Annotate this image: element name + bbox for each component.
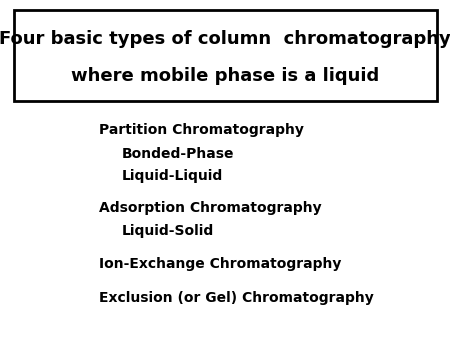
Text: Bonded-Phase: Bonded-Phase [122,147,234,161]
Text: Partition Chromatography: Partition Chromatography [99,123,304,137]
Text: Liquid-Solid: Liquid-Solid [122,223,214,238]
Text: Exclusion (or Gel) Chromatography: Exclusion (or Gel) Chromatography [99,291,374,305]
Bar [14,10,436,101]
Text: Liquid-Liquid: Liquid-Liquid [122,169,223,184]
Text: Ion-Exchange Chromatography: Ion-Exchange Chromatography [99,257,342,271]
Text: Four basic types of column  chromatography: Four basic types of column chromatograph… [0,30,450,48]
Text: where mobile phase is a liquid: where mobile phase is a liquid [71,67,379,85]
Text: Adsorption Chromatography: Adsorption Chromatography [99,201,322,215]
